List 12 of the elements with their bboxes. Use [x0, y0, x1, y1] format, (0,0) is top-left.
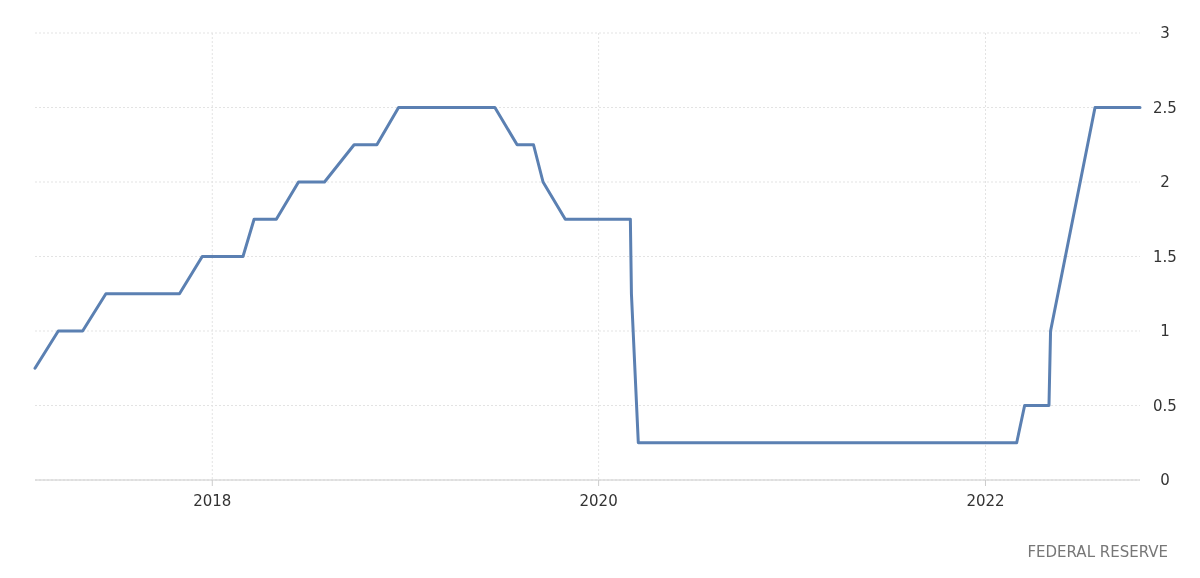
text: FEDERAL RESERVE [1027, 543, 1168, 561]
y-tick-label: 2.5 [1153, 98, 1177, 117]
x-tick-label: 2022 [966, 492, 1005, 510]
y-tick-label: 1.5 [1153, 247, 1177, 266]
x-tick-label: 2018 [193, 492, 232, 510]
y-tick-label: 0 [1160, 471, 1170, 490]
y-tick-label: 2 [1160, 173, 1170, 192]
line-series [33, 106, 1142, 445]
y-tick-label: 3 [1160, 24, 1170, 43]
y-tick-label: 0.5 [1153, 396, 1177, 415]
y-tick-label: 1 [1160, 322, 1170, 341]
x-tick-label: 2020 [579, 492, 618, 510]
